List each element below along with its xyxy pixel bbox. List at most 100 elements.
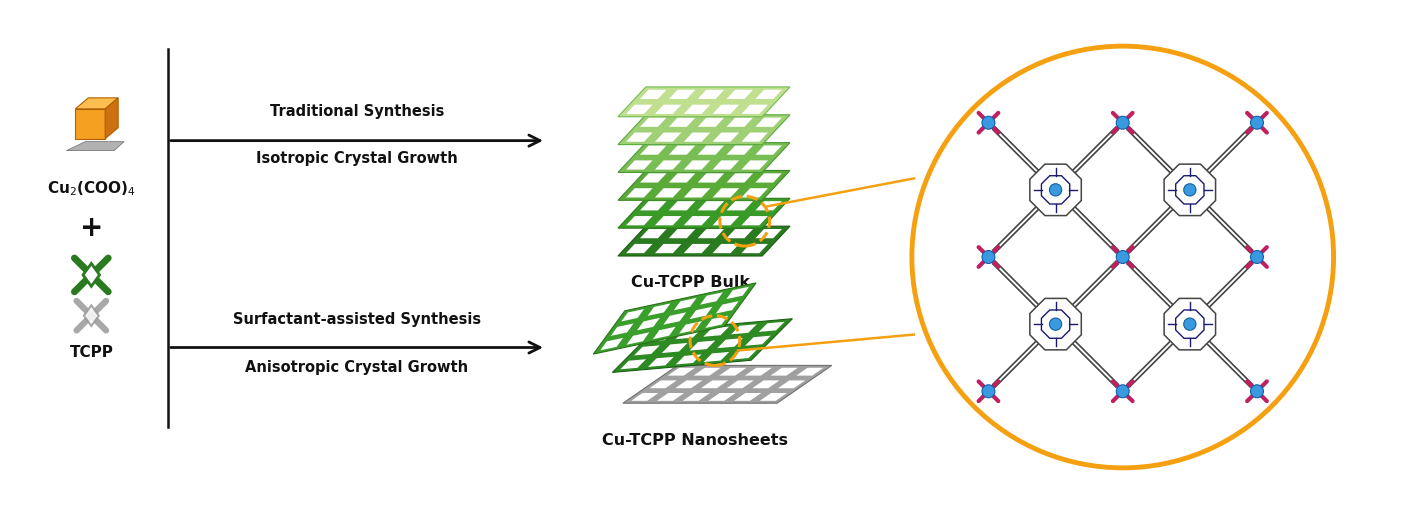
Polygon shape (640, 173, 667, 183)
Text: Cu-TCPP Bulk: Cu-TCPP Bulk (630, 275, 750, 290)
Polygon shape (626, 105, 653, 114)
Polygon shape (649, 357, 674, 367)
Circle shape (911, 46, 1334, 468)
Polygon shape (654, 216, 681, 225)
Circle shape (981, 385, 995, 398)
Polygon shape (703, 352, 729, 362)
Polygon shape (709, 393, 736, 401)
Polygon shape (1042, 310, 1070, 338)
Circle shape (1116, 116, 1129, 129)
Polygon shape (618, 199, 790, 228)
Polygon shape (626, 332, 649, 345)
Polygon shape (594, 283, 757, 354)
Polygon shape (701, 381, 729, 388)
Polygon shape (654, 161, 681, 170)
Polygon shape (716, 301, 739, 313)
Polygon shape (713, 161, 739, 170)
Polygon shape (654, 132, 681, 142)
Polygon shape (626, 188, 653, 198)
Polygon shape (682, 393, 710, 401)
Polygon shape (771, 368, 797, 376)
Polygon shape (741, 188, 768, 198)
Polygon shape (668, 368, 695, 376)
Polygon shape (654, 105, 681, 114)
Polygon shape (684, 105, 710, 114)
Polygon shape (76, 109, 105, 139)
Polygon shape (618, 170, 790, 200)
Polygon shape (637, 318, 660, 330)
Polygon shape (640, 117, 667, 127)
Circle shape (1116, 250, 1129, 264)
Polygon shape (701, 292, 723, 305)
Polygon shape (623, 365, 831, 403)
Polygon shape (668, 90, 695, 99)
Polygon shape (726, 117, 753, 127)
Polygon shape (684, 132, 710, 142)
Polygon shape (689, 307, 712, 319)
Polygon shape (726, 146, 753, 155)
Polygon shape (726, 173, 753, 183)
Polygon shape (668, 146, 695, 155)
Polygon shape (640, 201, 667, 210)
Polygon shape (611, 324, 633, 336)
Polygon shape (778, 381, 806, 388)
Text: Surfactant-assisted Synthesis: Surfactant-assisted Synthesis (233, 312, 482, 327)
Polygon shape (741, 216, 768, 225)
Polygon shape (726, 90, 753, 99)
Polygon shape (618, 115, 790, 145)
Polygon shape (601, 338, 623, 350)
Polygon shape (626, 161, 653, 170)
Polygon shape (626, 216, 653, 225)
Polygon shape (76, 98, 118, 109)
Polygon shape (668, 173, 695, 183)
Polygon shape (726, 287, 750, 299)
Polygon shape (1164, 299, 1216, 350)
Polygon shape (635, 345, 660, 356)
Polygon shape (698, 229, 724, 238)
Polygon shape (760, 393, 788, 401)
Text: +: + (80, 214, 102, 242)
Polygon shape (741, 105, 768, 114)
Polygon shape (640, 146, 667, 155)
Polygon shape (796, 368, 824, 376)
Polygon shape (726, 229, 753, 238)
Text: Traditional Synthesis: Traditional Synthesis (270, 104, 444, 120)
Polygon shape (1031, 164, 1081, 215)
Polygon shape (753, 381, 779, 388)
Polygon shape (618, 87, 790, 117)
Polygon shape (727, 381, 754, 388)
Text: Anisotropic Crystal Growth: Anisotropic Crystal Growth (246, 360, 469, 375)
Polygon shape (705, 315, 729, 328)
Circle shape (1184, 318, 1196, 330)
Polygon shape (626, 132, 653, 142)
Polygon shape (654, 244, 681, 253)
Polygon shape (668, 117, 695, 127)
Circle shape (981, 250, 995, 264)
Circle shape (1251, 385, 1264, 398)
Circle shape (1049, 318, 1061, 330)
Polygon shape (653, 327, 675, 339)
Polygon shape (741, 244, 768, 253)
Polygon shape (618, 143, 790, 172)
Polygon shape (741, 161, 768, 170)
Polygon shape (647, 304, 670, 316)
Polygon shape (684, 188, 710, 198)
Polygon shape (713, 132, 739, 142)
Polygon shape (755, 201, 782, 210)
Polygon shape (698, 90, 724, 99)
Polygon shape (746, 336, 771, 346)
Polygon shape (640, 229, 667, 238)
Polygon shape (1042, 176, 1070, 204)
Polygon shape (731, 349, 757, 360)
Polygon shape (746, 368, 772, 376)
Polygon shape (621, 359, 646, 369)
Circle shape (1049, 184, 1061, 196)
Text: TCPP: TCPP (69, 345, 114, 360)
Polygon shape (654, 188, 681, 198)
Polygon shape (698, 117, 724, 127)
Polygon shape (703, 327, 729, 337)
Polygon shape (1175, 176, 1205, 204)
Text: Isotropic Crystal Growth: Isotropic Crystal Growth (256, 151, 458, 166)
Polygon shape (755, 229, 782, 238)
Circle shape (1251, 250, 1264, 264)
